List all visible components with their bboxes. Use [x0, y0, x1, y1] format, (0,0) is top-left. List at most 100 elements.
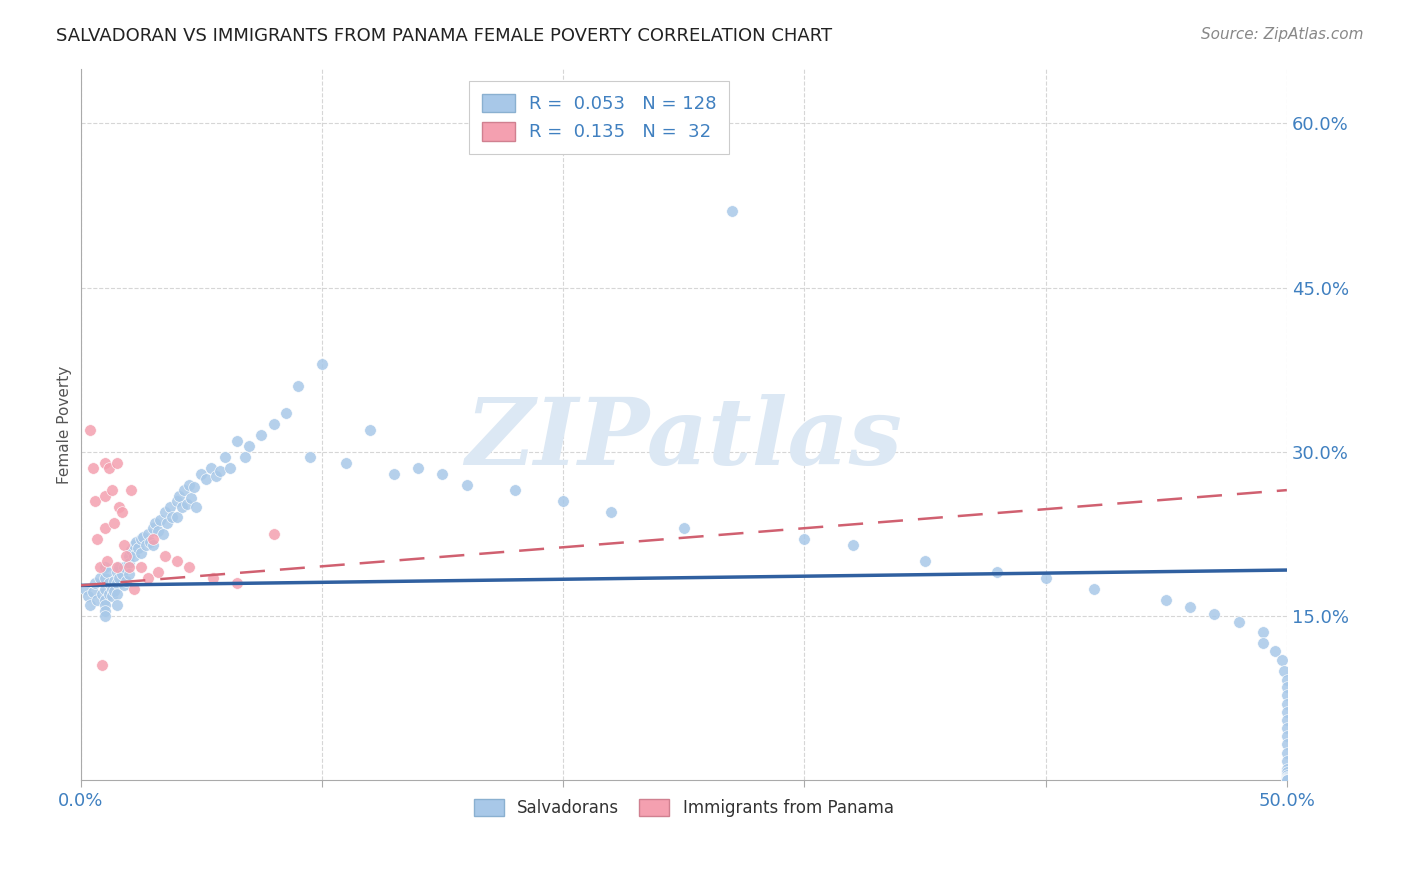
Point: [226, 576, 249, 591]
Point: [120, 543, 142, 558]
Point: [1274, 664, 1296, 678]
Point: [142, 521, 165, 535]
Point: [108, 559, 131, 574]
Point: [79, 423, 101, 437]
Point: [432, 467, 454, 481]
Point: [122, 582, 145, 596]
Point: [112, 559, 135, 574]
Point: [1275, 688, 1298, 702]
Point: [214, 450, 236, 465]
Point: [103, 516, 125, 530]
Point: [118, 567, 141, 582]
Point: [250, 428, 273, 442]
Point: [153, 505, 176, 519]
Point: [1083, 582, 1105, 596]
Point: [149, 513, 172, 527]
Point: [1035, 571, 1057, 585]
Point: [98, 576, 121, 591]
Point: [1204, 607, 1226, 621]
Point: [93, 592, 115, 607]
Point: [122, 549, 145, 563]
Point: [146, 524, 169, 538]
Point: [103, 583, 125, 598]
Legend: Salvadorans, Immigrants from Panama: Salvadorans, Immigrants from Panama: [465, 790, 901, 825]
Point: [136, 571, 159, 585]
Point: [287, 379, 309, 393]
Point: [202, 571, 225, 585]
Point: [382, 467, 405, 481]
Point: [166, 494, 188, 508]
Point: [238, 439, 260, 453]
Point: [115, 574, 138, 588]
Point: [93, 571, 115, 585]
Point: [118, 557, 141, 571]
Point: [101, 483, 124, 497]
Point: [108, 500, 131, 514]
Text: Source: ZipAtlas.com: Source: ZipAtlas.com: [1201, 27, 1364, 42]
Point: [115, 549, 138, 563]
Point: [127, 541, 149, 556]
Point: [1275, 773, 1298, 788]
Point: [1275, 737, 1298, 751]
Point: [177, 559, 200, 574]
Point: [456, 477, 478, 491]
Point: [186, 500, 208, 514]
Point: [105, 456, 128, 470]
Point: [209, 465, 232, 479]
Point: [233, 450, 256, 465]
Point: [76, 590, 98, 604]
Point: [112, 578, 135, 592]
Point: [75, 582, 97, 596]
Point: [166, 554, 188, 568]
Point: [166, 510, 188, 524]
Point: [841, 538, 863, 552]
Point: [1154, 592, 1177, 607]
Point: [1271, 653, 1294, 667]
Point: [1275, 730, 1298, 744]
Point: [89, 571, 111, 585]
Point: [93, 521, 115, 535]
Point: [1180, 600, 1202, 615]
Point: [139, 534, 162, 549]
Point: [672, 521, 695, 535]
Point: [89, 559, 111, 574]
Point: [1251, 636, 1274, 650]
Point: [93, 582, 115, 596]
Point: [406, 461, 429, 475]
Point: [82, 585, 104, 599]
Point: [263, 417, 285, 432]
Point: [91, 587, 114, 601]
Point: [600, 505, 623, 519]
Point: [84, 576, 107, 591]
Point: [298, 450, 321, 465]
Point: [84, 494, 107, 508]
Point: [136, 527, 159, 541]
Point: [1275, 680, 1298, 694]
Point: [1227, 615, 1250, 629]
Point: [132, 530, 155, 544]
Point: [152, 527, 174, 541]
Point: [105, 587, 128, 601]
Point: [98, 461, 121, 475]
Point: [156, 516, 179, 530]
Point: [1275, 706, 1298, 720]
Text: SALVADORAN VS IMMIGRANTS FROM PANAMA FEMALE POVERTY CORRELATION CHART: SALVADORAN VS IMMIGRANTS FROM PANAMA FEM…: [56, 27, 832, 45]
Point: [170, 500, 193, 514]
Point: [125, 534, 148, 549]
Point: [93, 456, 115, 470]
Point: [1275, 771, 1298, 785]
Point: [129, 545, 152, 559]
Point: [335, 456, 357, 470]
Point: [120, 483, 142, 497]
Point: [1275, 770, 1298, 784]
Point: [176, 497, 198, 511]
Point: [108, 571, 131, 585]
Y-axis label: Female Poverty: Female Poverty: [58, 366, 72, 483]
Point: [1251, 625, 1274, 640]
Point: [226, 434, 249, 448]
Point: [93, 609, 115, 624]
Point: [190, 467, 212, 481]
Point: [173, 483, 195, 497]
Point: [204, 468, 226, 483]
Point: [118, 549, 141, 563]
